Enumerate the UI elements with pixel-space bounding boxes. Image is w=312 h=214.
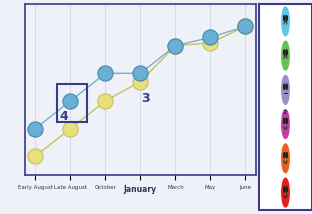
- Point: [103, 72, 108, 75]
- Point: [243, 25, 248, 28]
- Circle shape: [282, 7, 289, 36]
- Point: [173, 44, 178, 48]
- Circle shape: [284, 187, 285, 192]
- Point: [173, 44, 178, 48]
- Point: [33, 155, 38, 158]
- Circle shape: [286, 118, 287, 123]
- Circle shape: [286, 153, 287, 158]
- Point: [68, 99, 73, 103]
- Point: [68, 127, 73, 130]
- Point: [208, 41, 213, 45]
- Point: [33, 127, 38, 130]
- Circle shape: [284, 153, 285, 158]
- Text: 4: 4: [60, 110, 69, 123]
- Circle shape: [286, 84, 287, 89]
- Point: [138, 80, 143, 83]
- Circle shape: [282, 144, 289, 173]
- Text: 3: 3: [141, 92, 150, 105]
- Text: 2: 2: [282, 110, 286, 115]
- Circle shape: [286, 187, 287, 192]
- Circle shape: [286, 16, 287, 21]
- Circle shape: [282, 178, 289, 207]
- Point: [243, 25, 248, 28]
- Circle shape: [286, 50, 287, 55]
- Point: [138, 72, 143, 75]
- Circle shape: [282, 76, 289, 104]
- Circle shape: [284, 118, 285, 123]
- Circle shape: [282, 110, 289, 138]
- Circle shape: [284, 84, 285, 89]
- Circle shape: [282, 41, 289, 70]
- Point: [103, 99, 108, 103]
- Circle shape: [284, 16, 285, 21]
- Circle shape: [284, 50, 285, 55]
- Point: [208, 36, 213, 39]
